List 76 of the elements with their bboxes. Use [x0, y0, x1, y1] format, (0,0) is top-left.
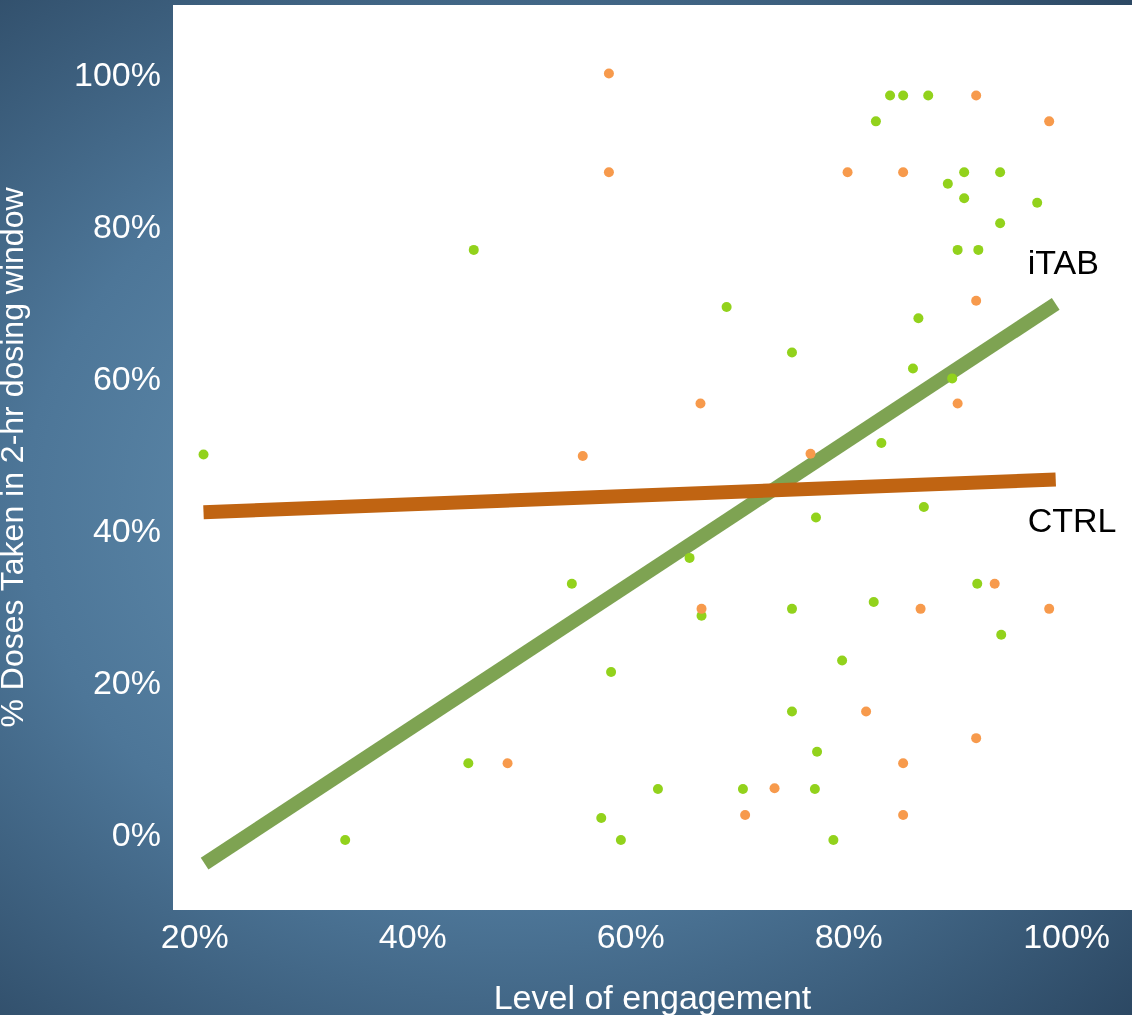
point	[971, 733, 982, 744]
y-tick-label: 100%	[74, 54, 161, 93]
point	[915, 603, 926, 614]
point	[1044, 603, 1055, 614]
point	[684, 552, 695, 563]
point	[809, 784, 820, 795]
point	[989, 578, 1000, 589]
y-tick-label: 40%	[92, 510, 161, 549]
point	[959, 167, 970, 178]
series-label: iTAB	[1027, 242, 1099, 281]
y-tick-label: 20%	[92, 662, 161, 701]
point	[786, 706, 797, 717]
point	[740, 809, 751, 820]
point	[596, 812, 607, 823]
point	[615, 835, 626, 846]
point	[696, 603, 707, 614]
point	[603, 68, 614, 79]
point	[907, 363, 918, 374]
point	[769, 783, 780, 794]
point	[898, 167, 909, 178]
point	[812, 746, 823, 757]
point	[898, 90, 909, 101]
x-tick-label: 100%	[1023, 917, 1111, 956]
point	[995, 167, 1006, 178]
point	[502, 758, 513, 769]
point	[971, 295, 982, 306]
point	[995, 218, 1006, 229]
point	[913, 313, 924, 324]
point	[942, 178, 953, 189]
point	[952, 398, 963, 409]
point	[805, 448, 816, 459]
point	[603, 167, 614, 178]
point	[1044, 116, 1055, 127]
point	[947, 373, 958, 384]
point	[842, 167, 853, 178]
point	[885, 90, 896, 101]
point	[468, 244, 479, 255]
point	[972, 578, 983, 589]
point	[198, 449, 209, 460]
point	[1032, 197, 1043, 208]
point	[340, 835, 351, 846]
y-tick-label: 80%	[92, 206, 161, 245]
point	[996, 629, 1007, 640]
point	[952, 244, 963, 255]
point	[868, 597, 879, 607]
point	[837, 655, 848, 666]
y-tick-label: 0%	[111, 815, 161, 854]
point	[828, 835, 839, 846]
point	[861, 706, 872, 717]
point	[870, 116, 881, 127]
point	[971, 90, 982, 101]
point	[786, 347, 797, 358]
x-tick-label: 80%	[814, 917, 883, 956]
x-tick-label: 40%	[378, 917, 447, 956]
point	[737, 784, 748, 795]
point	[566, 578, 577, 589]
x-tick-label: 60%	[596, 917, 665, 956]
point	[918, 501, 929, 512]
point	[973, 244, 984, 255]
point	[786, 603, 797, 614]
point	[606, 666, 617, 677]
x-tick-label: 20%	[160, 917, 229, 956]
point	[898, 758, 909, 769]
point	[721, 301, 732, 312]
series-label: CTRL	[1027, 500, 1117, 539]
y-axis-title: % Doses Taken in 2-hr dosing window	[0, 186, 31, 728]
y-tick-label: 60%	[92, 358, 161, 397]
point	[463, 758, 474, 769]
point	[876, 438, 887, 449]
point	[898, 809, 909, 820]
point	[810, 512, 821, 523]
point	[695, 398, 706, 409]
point	[923, 90, 934, 101]
point	[577, 450, 588, 461]
point	[959, 193, 970, 204]
point	[652, 784, 663, 795]
